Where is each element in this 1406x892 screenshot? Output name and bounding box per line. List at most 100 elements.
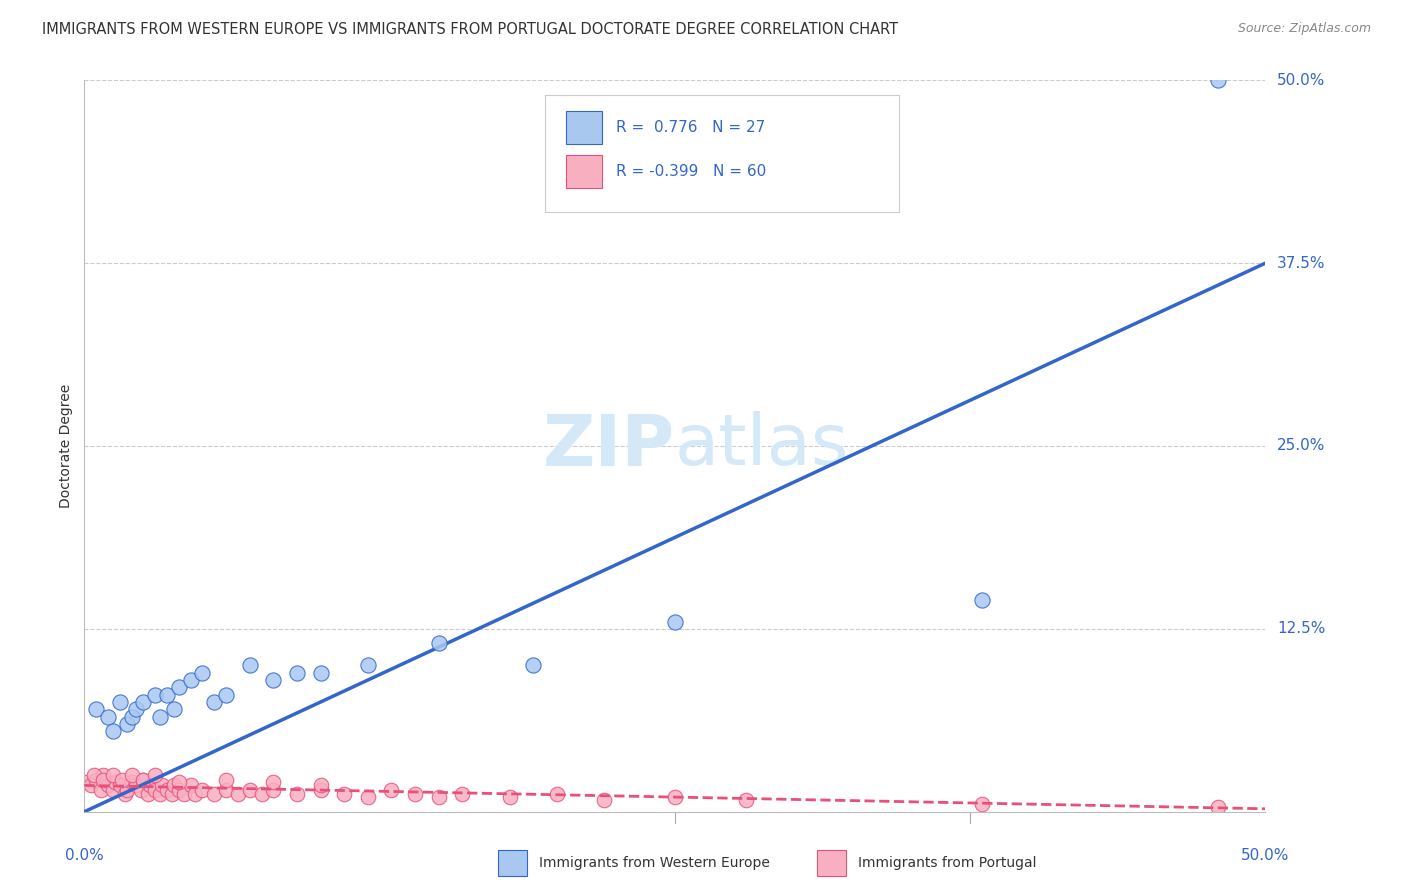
Point — [593, 793, 616, 807]
Point — [90, 782, 112, 797]
Text: 0.0%: 0.0% — [65, 848, 104, 863]
Point — [404, 787, 426, 801]
Point — [160, 787, 183, 801]
Point — [285, 787, 308, 801]
Point — [427, 790, 450, 805]
Point — [101, 782, 124, 797]
Point — [173, 787, 195, 801]
Point — [250, 787, 273, 801]
Point — [104, 775, 127, 789]
Point — [80, 778, 103, 792]
Point — [101, 724, 124, 739]
Point — [498, 790, 520, 805]
Point — [108, 778, 131, 792]
Point — [215, 688, 238, 702]
Point — [84, 772, 107, 787]
Point — [285, 665, 308, 680]
Point — [132, 772, 155, 787]
Text: 12.5%: 12.5% — [1277, 622, 1326, 636]
Text: 50.0%: 50.0% — [1241, 848, 1289, 863]
Point — [427, 636, 450, 650]
Point — [156, 782, 179, 797]
Point — [309, 782, 332, 797]
Point — [149, 787, 172, 801]
Point — [83, 768, 105, 782]
Point — [91, 772, 114, 787]
Point — [202, 787, 225, 801]
Point — [143, 768, 166, 782]
Point — [546, 787, 568, 801]
Point — [167, 782, 190, 797]
Point — [101, 768, 124, 782]
Point — [734, 793, 756, 807]
Point — [121, 775, 143, 789]
Point — [239, 782, 262, 797]
Point — [1206, 800, 1229, 814]
Bar — [567, 112, 602, 145]
Point — [150, 778, 173, 792]
Point — [143, 782, 166, 797]
Point — [111, 772, 134, 787]
Point — [191, 665, 214, 680]
Point — [121, 768, 143, 782]
Point — [970, 592, 993, 607]
Point — [180, 778, 202, 792]
Point — [1206, 73, 1229, 87]
Y-axis label: Doctorate Degree: Doctorate Degree — [59, 384, 73, 508]
Point — [262, 673, 284, 687]
Point — [184, 787, 207, 801]
Bar — [817, 850, 846, 876]
Point — [114, 787, 136, 801]
Point — [115, 717, 138, 731]
Point — [125, 778, 148, 792]
FancyBboxPatch shape — [546, 95, 900, 212]
Text: 25.0%: 25.0% — [1277, 439, 1326, 453]
Text: 37.5%: 37.5% — [1277, 256, 1326, 270]
Point — [970, 797, 993, 812]
Point — [97, 778, 120, 792]
Point — [226, 787, 249, 801]
Bar — [498, 850, 527, 876]
Point — [202, 695, 225, 709]
Point — [163, 778, 186, 792]
Text: R =  0.776   N = 27: R = 0.776 N = 27 — [616, 120, 765, 136]
Point — [309, 778, 332, 792]
Point — [664, 790, 686, 805]
Text: 50.0%: 50.0% — [1277, 73, 1326, 87]
Point — [239, 658, 262, 673]
Point — [97, 709, 120, 723]
Point — [215, 782, 238, 797]
Text: ZIP: ZIP — [543, 411, 675, 481]
Point — [215, 772, 238, 787]
Bar — [567, 155, 602, 188]
Point — [191, 782, 214, 797]
Point — [262, 775, 284, 789]
Point — [139, 778, 162, 792]
Text: R = -0.399   N = 60: R = -0.399 N = 60 — [616, 164, 766, 179]
Point — [333, 787, 356, 801]
Text: Immigrants from Portugal: Immigrants from Portugal — [858, 856, 1036, 870]
Point — [180, 673, 202, 687]
Point — [132, 772, 155, 787]
Text: Source: ZipAtlas.com: Source: ZipAtlas.com — [1237, 22, 1371, 36]
Point — [357, 658, 380, 673]
Point — [91, 768, 114, 782]
Point — [108, 695, 131, 709]
Point — [522, 658, 544, 673]
Point — [167, 681, 190, 695]
Point — [309, 665, 332, 680]
Point — [156, 688, 179, 702]
Point — [167, 775, 190, 789]
Point — [136, 787, 159, 801]
Point — [451, 787, 474, 801]
Point — [143, 688, 166, 702]
Point — [149, 709, 172, 723]
Point — [129, 782, 152, 797]
Point — [121, 709, 143, 723]
Text: IMMIGRANTS FROM WESTERN EUROPE VS IMMIGRANTS FROM PORTUGAL DOCTORATE DEGREE CORR: IMMIGRANTS FROM WESTERN EUROPE VS IMMIGR… — [42, 22, 898, 37]
Text: Immigrants from Western Europe: Immigrants from Western Europe — [538, 856, 770, 870]
Point — [125, 702, 148, 716]
Point — [664, 615, 686, 629]
Point — [380, 782, 402, 797]
Point — [115, 782, 138, 797]
